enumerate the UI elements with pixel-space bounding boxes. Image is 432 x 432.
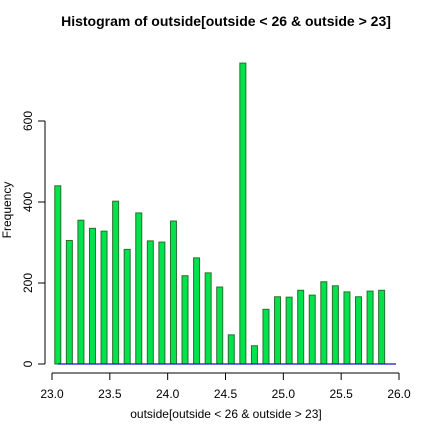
- histogram-bar: [88, 227, 96, 365]
- histogram-bar: [331, 285, 339, 365]
- histogram-bar: [250, 345, 258, 365]
- x-tick-label: 23.5: [98, 387, 122, 401]
- histogram-bar: [65, 239, 73, 365]
- histogram-bar: [355, 296, 363, 365]
- histogram-bar: [297, 289, 305, 365]
- chart-title: Histogram of outside[outside < 26 & outs…: [61, 13, 391, 29]
- x-tick-label: 24.0: [156, 387, 180, 401]
- histogram-bar: [239, 62, 247, 365]
- histogram-bar: [77, 219, 85, 365]
- x-tick-label: 23.0: [40, 387, 64, 401]
- histogram-bar: [320, 281, 328, 365]
- y-tick-label: 200: [21, 273, 35, 293]
- y-tick-label: 400: [21, 192, 35, 212]
- histogram-bar: [135, 212, 143, 365]
- histogram-bar: [100, 230, 108, 365]
- histogram-bar: [274, 296, 282, 365]
- histogram-bar: [169, 220, 177, 365]
- histogram-bar: [227, 334, 235, 365]
- histogram-bar: [123, 248, 131, 365]
- x-tick-label: 25.0: [272, 387, 296, 401]
- x-axis-label: outside[outside < 26 & outside > 23]: [130, 407, 321, 421]
- histogram-bar: [54, 185, 62, 365]
- histogram-bar: [308, 294, 316, 365]
- histogram-bar: [193, 257, 201, 365]
- x-tick-label: 26.0: [387, 387, 411, 401]
- histogram-bar: [216, 286, 224, 365]
- histogram-bar: [146, 240, 154, 365]
- y-axis-label: Frequency: [0, 182, 14, 239]
- y-axis: 0 200 400 600: [21, 111, 46, 367]
- x-tick-label: 24.5: [214, 387, 238, 401]
- y-tick-label: 600: [21, 111, 35, 131]
- x-tick-label: 25.5: [329, 387, 353, 401]
- histogram-bar: [112, 200, 120, 365]
- histogram-bar: [158, 241, 166, 365]
- y-tick-label: 0: [21, 360, 35, 367]
- histogram-bar: [343, 291, 351, 365]
- histogram-bar: [204, 272, 212, 365]
- x-axis: 23.0 23.5 24.0 24.5 25.0 25.5 26.0: [40, 372, 411, 401]
- histogram-bar: [366, 290, 374, 365]
- histogram-bar: [285, 296, 293, 365]
- histogram-bar: [262, 308, 270, 365]
- histogram-bar: [181, 275, 189, 365]
- bars-group: [54, 62, 386, 365]
- histogram-bar: [378, 289, 386, 365]
